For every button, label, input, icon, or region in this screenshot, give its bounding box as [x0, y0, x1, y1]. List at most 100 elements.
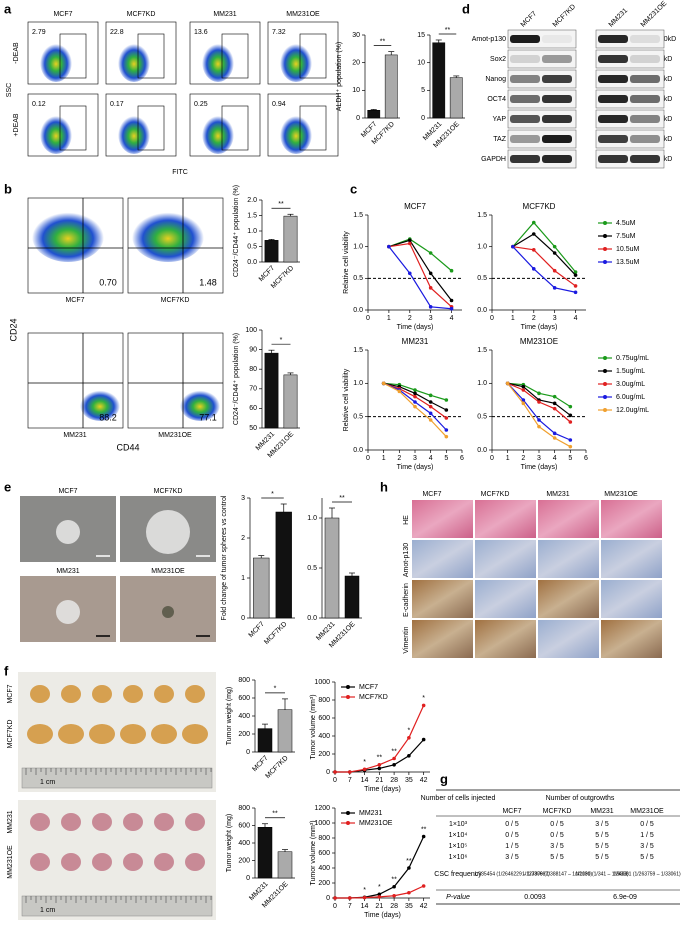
gate-percent: 0.94: [272, 101, 286, 108]
x-tick-label: 21: [375, 903, 383, 910]
y-tick-label: 0.5: [477, 414, 487, 421]
gate-percent: 0.25: [194, 101, 208, 108]
row-label: MM231: [7, 810, 14, 833]
gate-percent: 13.6: [194, 29, 208, 36]
y-tick-label: 1.0: [307, 515, 317, 522]
protein-label: GAPDH: [481, 156, 506, 163]
point: [552, 436, 557, 440]
x-tick-label: 0: [333, 777, 337, 784]
table-header: Number of cells injected: [421, 795, 496, 802]
y-tick-label: 1.5: [353, 212, 363, 219]
row-label: Vimentin: [403, 626, 410, 653]
y-tick-label: 600: [318, 850, 330, 857]
point: [573, 270, 578, 274]
sig-label: **: [339, 495, 345, 502]
bar: [264, 352, 279, 429]
bar: [257, 827, 273, 879]
y-tick-label: 800: [238, 805, 250, 812]
point: [537, 391, 541, 396]
point: [552, 431, 557, 436]
panel-label: g: [440, 771, 448, 786]
table-cell: 6.9e-09: [613, 894, 637, 901]
band: [510, 75, 540, 83]
y-axis-label: Tumor weight (mg): [226, 687, 233, 745]
table-cell: 0 / 5: [505, 832, 519, 839]
table-cell: 3 / 5: [595, 821, 609, 828]
y-tick-label: 400: [318, 733, 330, 740]
y-tick-label: 1.0: [353, 380, 363, 387]
chart-title: MM231OE: [520, 337, 558, 346]
y-tick-label: 800: [238, 677, 250, 684]
y-axis-label: Tumor volume (mm³): [310, 820, 317, 885]
lane-label: MM231: [608, 7, 630, 29]
column-header: MCF7: [502, 808, 521, 815]
point: [531, 267, 536, 271]
cell-cloud: [132, 210, 204, 262]
point: [407, 736, 411, 740]
point: [407, 238, 412, 243]
gate: [221, 105, 249, 151]
gate: [59, 33, 87, 79]
ihc-image: [601, 500, 662, 538]
x-tick-label: 7: [348, 903, 352, 910]
lane-label: MM231OE: [640, 0, 669, 29]
y-tick-label: 2: [241, 535, 245, 542]
sample-label: MM231: [63, 432, 86, 439]
legend-marker: [603, 260, 607, 264]
series-line: [388, 238, 452, 272]
point: [531, 220, 536, 225]
cell-cloud: [32, 210, 104, 262]
ihc-image: [475, 500, 536, 538]
point: [428, 411, 433, 416]
x-tick-label: 6: [584, 455, 588, 462]
table-cell: 1/93381 (1/263759 – 1/33061): [613, 871, 681, 877]
sample-label: MCF7: [58, 488, 77, 495]
gate: [59, 105, 87, 151]
sample-label: MM231OE: [158, 432, 192, 439]
legend-marker: [603, 408, 607, 412]
table-cell: 1/1090 (1/341 – 1/3483): [575, 871, 629, 877]
sig-label: **: [445, 27, 451, 34]
sphere: [162, 606, 174, 618]
x-tick-label: 1: [511, 315, 515, 322]
point: [428, 404, 433, 409]
y-tick-label: 70: [249, 386, 257, 393]
y-tick-label: 600: [238, 695, 250, 702]
point: [333, 770, 337, 774]
point: [521, 398, 526, 402]
y-tick-label: 0.0: [477, 447, 487, 454]
sample-label: MCF7KD: [154, 488, 183, 495]
legend-label: MM231OE: [359, 820, 393, 827]
x-tick-label: 14: [361, 903, 369, 910]
y-tick-label: 1.0: [353, 244, 363, 251]
tumor: [61, 685, 81, 703]
quadrant-percent: 1.48: [199, 277, 217, 287]
blot-frame: [507, 49, 577, 69]
point: [552, 394, 557, 399]
y-tick-label: 0.0: [353, 307, 363, 314]
x-tick-label: 0: [490, 455, 494, 462]
x-tick-label: 3: [537, 455, 541, 462]
x-tick-label: 2: [521, 455, 525, 462]
tumor: [185, 813, 205, 831]
gate: [221, 33, 249, 79]
ihc-image: [475, 620, 536, 658]
row-label: MM231OE: [7, 845, 14, 879]
y-tick-label: 0: [326, 895, 330, 902]
x-axis-label: Time (days): [397, 324, 434, 331]
x-tick-label: 35: [405, 903, 413, 910]
bar: [449, 77, 463, 119]
point: [387, 244, 391, 249]
y-tick-label: 400: [318, 865, 330, 872]
y-tick-label: 20: [352, 60, 360, 67]
tumor: [30, 685, 50, 703]
bar: [344, 575, 360, 619]
column-header: MM231OE: [630, 808, 664, 815]
y-axis-label: ALDH⁺ population (%): [336, 42, 343, 111]
legend-marker: [346, 695, 350, 699]
x-tick-label: 3: [429, 315, 433, 322]
y-tick-label: 90: [249, 346, 257, 353]
band: [598, 155, 628, 163]
band: [598, 75, 628, 83]
sample-label: MM231OE: [286, 11, 320, 18]
